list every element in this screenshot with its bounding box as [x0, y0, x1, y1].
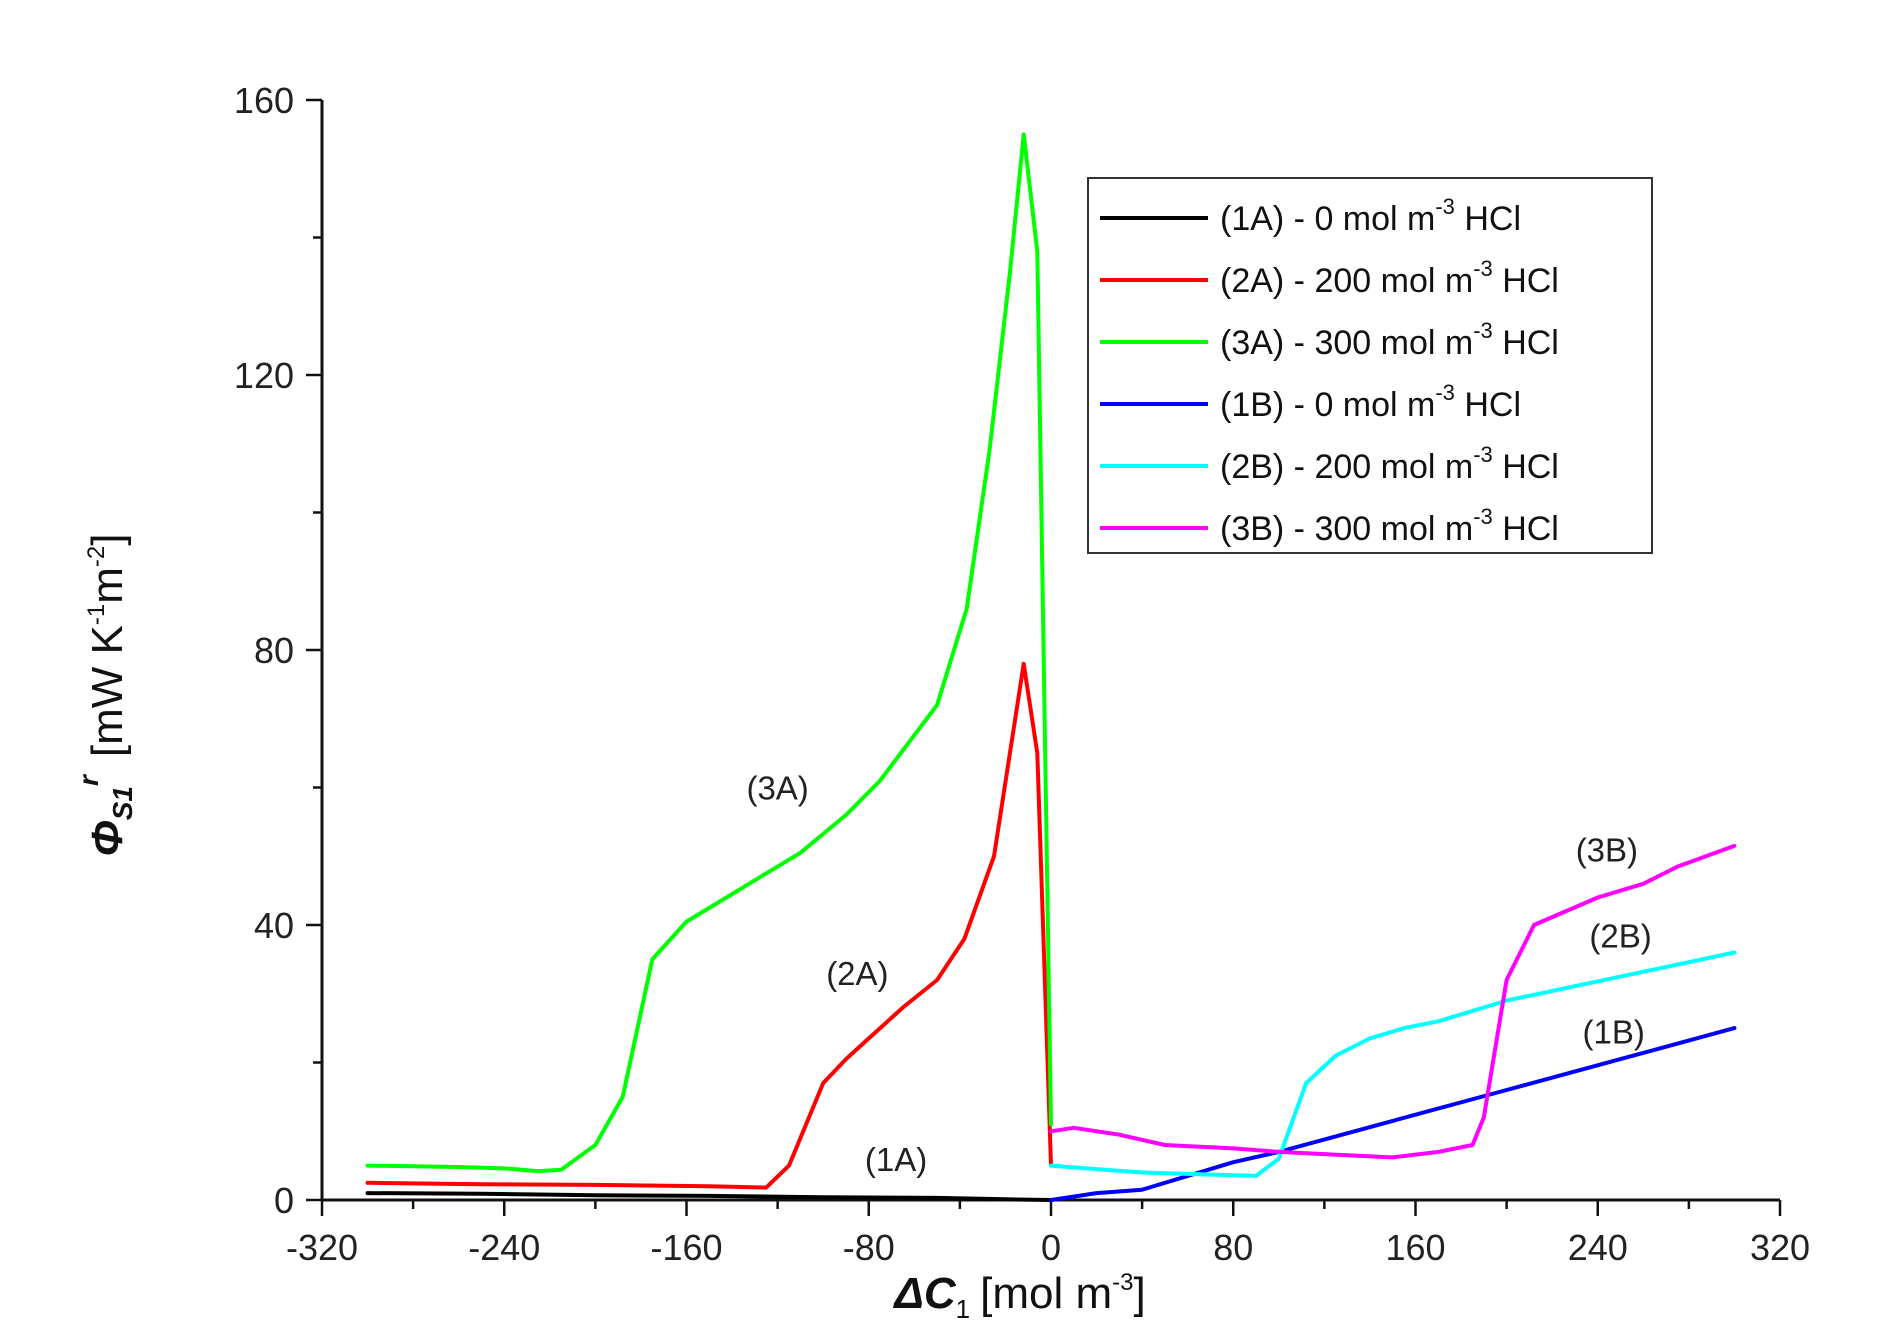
legend-label-exponent: -3: [1473, 504, 1493, 529]
x-tick-label: -80: [843, 1227, 895, 1268]
legend-box: [1087, 177, 1653, 554]
x-tick-label: -320: [286, 1227, 358, 1268]
y-axis-unit-b: m: [83, 567, 132, 604]
x-axis-unit: [mol m: [980, 1269, 1112, 1318]
y-tick-label: 40: [254, 905, 294, 946]
legend-items: (1A) - 0 mol m-3 HCl(2A) - 200 mol m-3 H…: [1100, 194, 1559, 548]
legend-label-suffix: HCl: [1455, 386, 1521, 424]
y-tick-label: 120: [234, 355, 294, 396]
legend-label-exponent: -3: [1473, 318, 1493, 343]
legend-label-exponent: -3: [1435, 194, 1455, 219]
x-axis-title: ΔC1 [mol m-3]: [892, 1269, 1145, 1324]
legend-label-text: (2A) - 200 mol m: [1220, 262, 1473, 300]
y-axis-close: ]: [83, 534, 132, 546]
legend-label-text: (3A) - 300 mol m: [1220, 324, 1473, 362]
legend-label: (3B) - 300 mol m-3 HCl: [1220, 504, 1559, 548]
y-axis-unit-exponent-1: -1: [83, 604, 110, 625]
legend: (1A) - 0 mol m-3 HCl(2A) - 200 mol m-3 H…: [1087, 177, 1653, 554]
legend-label: (1B) - 0 mol m-3 HCl: [1220, 380, 1521, 424]
series-line-5: [1049, 950, 1737, 1178]
y-tick-label: 160: [234, 80, 294, 121]
x-tick-label: 80: [1213, 1227, 1253, 1268]
legend-label-text: (3B) - 300 mol m: [1220, 510, 1473, 548]
curve-annotation: (3A): [746, 770, 808, 807]
series-line-1: [365, 1191, 1053, 1202]
x-tick-label: 160: [1385, 1227, 1445, 1268]
x-tick-label: -160: [650, 1227, 722, 1268]
x-axis-subscript: 1: [956, 1294, 970, 1324]
x-tick-label: 320: [1750, 1227, 1810, 1268]
legend-label-exponent: -3: [1473, 442, 1493, 467]
legend-label-suffix: HCl: [1493, 510, 1559, 548]
y-axis-unit-exponent-2: -2: [83, 546, 110, 567]
x-axis-symbol: ΔC: [892, 1269, 957, 1318]
legend-label-exponent: -3: [1473, 256, 1493, 281]
series-line-3: [365, 132, 1053, 1174]
x-tick-label: 240: [1568, 1227, 1628, 1268]
x-tick-label: 0: [1041, 1227, 1061, 1268]
y-tick-label: 0: [274, 1180, 294, 1221]
curve-annotation: (3B): [1576, 831, 1638, 868]
y-tick-label: 80: [254, 630, 294, 671]
legend-label-text: (1B) - 0 mol m: [1220, 386, 1435, 424]
y-axis-symbol: Φ: [83, 820, 132, 856]
curve-annotation: (2B): [1589, 917, 1651, 954]
x-axis-close: ]: [1133, 1269, 1145, 1318]
curve-annotation: (2A): [826, 955, 888, 992]
legend-label-suffix: HCl: [1493, 262, 1559, 300]
legend-label-text: (2B) - 200 mol m: [1220, 448, 1473, 486]
series-line-6: [1049, 843, 1737, 1160]
y-axis-unit-a: [mW K: [83, 625, 132, 757]
y-axis-title: ΦS1r [mW K-1m-2]: [73, 534, 138, 857]
x-axis-unit-exponent: -3: [1112, 1269, 1133, 1296]
y-axis-superscript: r: [73, 773, 104, 786]
y-axis-subscript: S1: [107, 786, 138, 820]
legend-label: (2B) - 200 mol m-3 HCl: [1220, 442, 1559, 486]
legend-label-exponent: -3: [1435, 380, 1455, 405]
series-line-2: [365, 661, 1053, 1190]
legend-label: (2A) - 200 mol m-3 HCl: [1220, 256, 1559, 300]
legend-label: (3A) - 300 mol m-3 HCl: [1220, 318, 1559, 362]
legend-label: (1A) - 0 mol m-3 HCl: [1220, 194, 1521, 238]
plot-area: -320 -240 -160 -80 0 80 160 240 320 0 40 80 120 160 (3…: [234, 80, 1810, 1268]
curve-annotation: (1A): [865, 1141, 927, 1178]
x-tick-label: -240: [468, 1227, 540, 1268]
legend-label-suffix: HCl: [1493, 324, 1559, 362]
legend-label-text: (1A) - 0 mol m: [1220, 200, 1435, 238]
legend-label-suffix: HCl: [1493, 448, 1559, 486]
curve-annotation: (1B): [1583, 1014, 1645, 1051]
legend-label-suffix: HCl: [1455, 200, 1521, 238]
